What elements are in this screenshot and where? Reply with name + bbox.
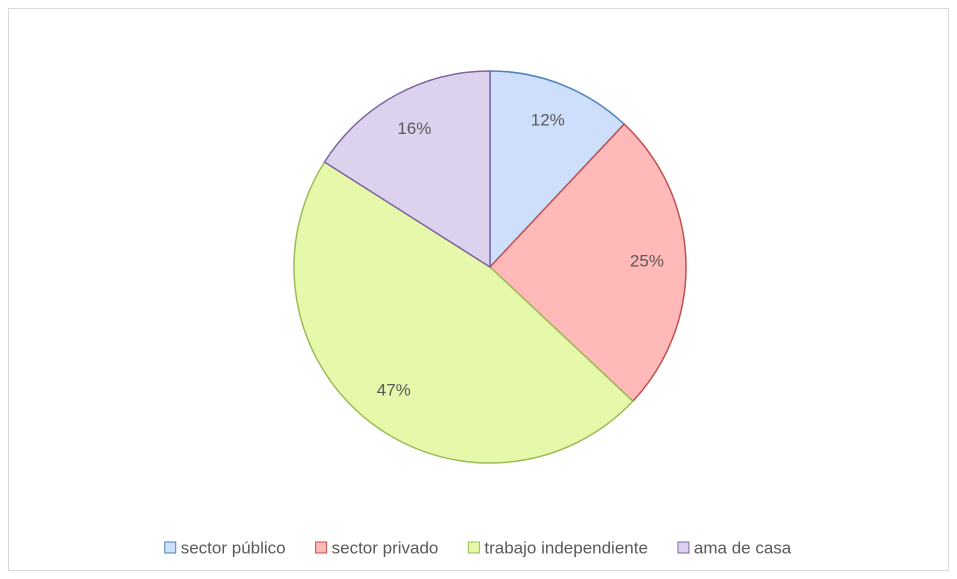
pie-slice [489, 70, 626, 269]
data-label: 12% [531, 111, 565, 130]
legend-swatch [677, 541, 690, 554]
pie-slice [323, 70, 491, 269]
legend-swatch [164, 541, 177, 554]
legend-swatch [467, 541, 480, 554]
legend-label: ama de casa [694, 538, 792, 557]
data-label: 25% [630, 252, 664, 271]
pie-slice [293, 160, 634, 464]
data-label: 47% [377, 381, 411, 400]
legend-label: sector público [181, 538, 286, 557]
legend-label: sector privado [332, 538, 439, 557]
legend-swatch [315, 541, 328, 554]
legend-label: trabajo independiente [484, 538, 648, 557]
data-label: 16% [397, 119, 431, 138]
pie-slice [488, 123, 687, 403]
